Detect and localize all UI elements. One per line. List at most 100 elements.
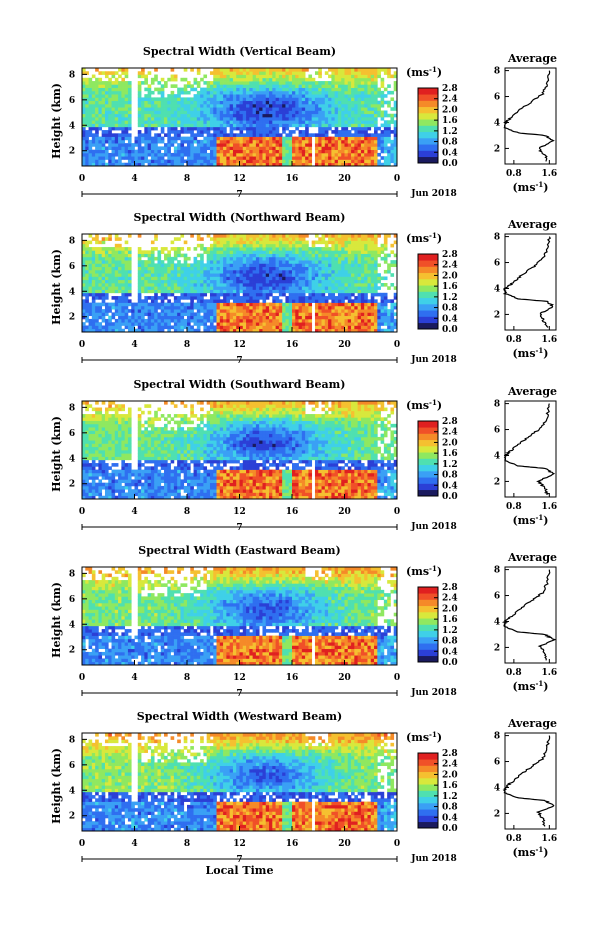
- heatmap-cell: [341, 269, 345, 274]
- heatmap-cell: [393, 162, 398, 167]
- heatmap-cell: [91, 97, 96, 102]
- heatmap-cell: [232, 162, 237, 167]
- heatmap-cell: [262, 97, 267, 102]
- heatmap-cell: [219, 309, 224, 313]
- heatmap-cell: [226, 74, 231, 79]
- heatmap-cell: [177, 120, 181, 124]
- heatmap-cell: [183, 325, 188, 330]
- heatmap-cell: [173, 136, 178, 141]
- heatmap-cell: [239, 71, 244, 75]
- heatmap-cell: [223, 68, 227, 72]
- heatmap-cell: [360, 305, 365, 310]
- heatmap-cell: [101, 276, 106, 281]
- heatmap-cell: [114, 250, 119, 254]
- heatmap-cell: [95, 256, 99, 261]
- heatmap-cell: [282, 309, 286, 313]
- heatmap-cell: [328, 143, 332, 147]
- heatmap-cell: [88, 81, 93, 85]
- heatmap-cell: [144, 302, 148, 307]
- heatmap-cell: [360, 110, 365, 115]
- heatmap-cell: [357, 90, 362, 95]
- heatmap-cell: [308, 97, 313, 102]
- heatmap-cell: [295, 260, 299, 264]
- heatmap-cell: [282, 279, 286, 284]
- heatmap-cell: [164, 302, 168, 307]
- heatmap-cell: [259, 243, 263, 248]
- heatmap-cell: [344, 322, 349, 326]
- heatmap-cell: [101, 315, 106, 320]
- heatmap-cell: [187, 256, 191, 261]
- heatmap-cell: [324, 315, 329, 320]
- heatmap-cell: [311, 299, 316, 303]
- heatmap-cell: [219, 159, 224, 164]
- heatmap-cell: [357, 117, 362, 121]
- heatmap-cell: [236, 292, 240, 297]
- heatmap-cell: [285, 156, 290, 160]
- heatmap-cell: [360, 107, 365, 111]
- heatmap-cell: [262, 146, 267, 151]
- heatmap-cell: [101, 253, 106, 258]
- heatmap-cell: [259, 68, 263, 72]
- heatmap-cell: [370, 328, 375, 333]
- heatmap-cell: [242, 305, 247, 310]
- heatmap-cell: [193, 318, 198, 323]
- heatmap-cell: [95, 260, 99, 264]
- heatmap-cell: [183, 90, 188, 95]
- heatmap-cell: [278, 152, 283, 157]
- heatmap-cell: [137, 283, 142, 287]
- heatmap-cell: [324, 302, 329, 307]
- heatmap-cell: [262, 309, 267, 313]
- heatmap-cell: [137, 110, 142, 115]
- heatmap-cell: [305, 97, 309, 102]
- heatmap-cell: [164, 253, 168, 258]
- heatmap-cell: [374, 286, 378, 290]
- heatmap-cell: [292, 97, 296, 102]
- heatmap-cell: [262, 260, 267, 264]
- heatmap-cell: [200, 110, 204, 115]
- heatmap-cell: [324, 322, 329, 326]
- heatmap-cell: [298, 269, 303, 274]
- heatmap-cell: [370, 97, 375, 102]
- heatmap-cell: [98, 103, 103, 108]
- heatmap-cell: [85, 296, 89, 300]
- heatmap-cell: [249, 279, 253, 284]
- heatmap-cell: [324, 263, 329, 268]
- heatmap-cell: [252, 325, 257, 330]
- heatmap-cell: [364, 305, 368, 310]
- heatmap-cell: [285, 68, 290, 72]
- heatmap-cell: [252, 139, 257, 144]
- heatmap-cell: [374, 117, 378, 121]
- heatmap-cell: [196, 318, 201, 323]
- heatmap-cell: [232, 74, 237, 79]
- heatmap-cell: [111, 149, 116, 154]
- heatmap-cell: [321, 139, 326, 144]
- heatmap-cell: [213, 97, 217, 102]
- heatmap-cell: [314, 273, 319, 277]
- heatmap-cell: [160, 77, 165, 82]
- heatmap-cell: [118, 68, 122, 72]
- heatmap-cell: [101, 146, 106, 151]
- heatmap-cell: [147, 103, 152, 108]
- heatmap-cell: [121, 136, 126, 141]
- heatmap-cell: [262, 120, 267, 124]
- heatmap-cell: [101, 318, 106, 323]
- heatmap-cell: [374, 318, 378, 323]
- heatmap-cell: [170, 162, 175, 167]
- heatmap-cell: [390, 74, 395, 79]
- heatmap-cell: [114, 247, 119, 251]
- heatmap-cell: [193, 263, 198, 268]
- heatmap-cell: [127, 133, 132, 137]
- heatmap-cell: [239, 283, 244, 287]
- heatmap-cell: [111, 260, 116, 264]
- heatmap-cell: [298, 74, 303, 79]
- heatmap-cell: [147, 250, 152, 254]
- heatmap-cell: [127, 283, 132, 287]
- heatmap-cell: [223, 159, 227, 164]
- heatmap-cell: [278, 120, 283, 124]
- heatmap-cell: [108, 253, 112, 258]
- heatmap-cell: [314, 309, 319, 313]
- heatmap-cell: [193, 279, 198, 284]
- heatmap-cell: [173, 296, 178, 300]
- heatmap-cell: [292, 315, 296, 320]
- heatmap-cell: [108, 84, 112, 88]
